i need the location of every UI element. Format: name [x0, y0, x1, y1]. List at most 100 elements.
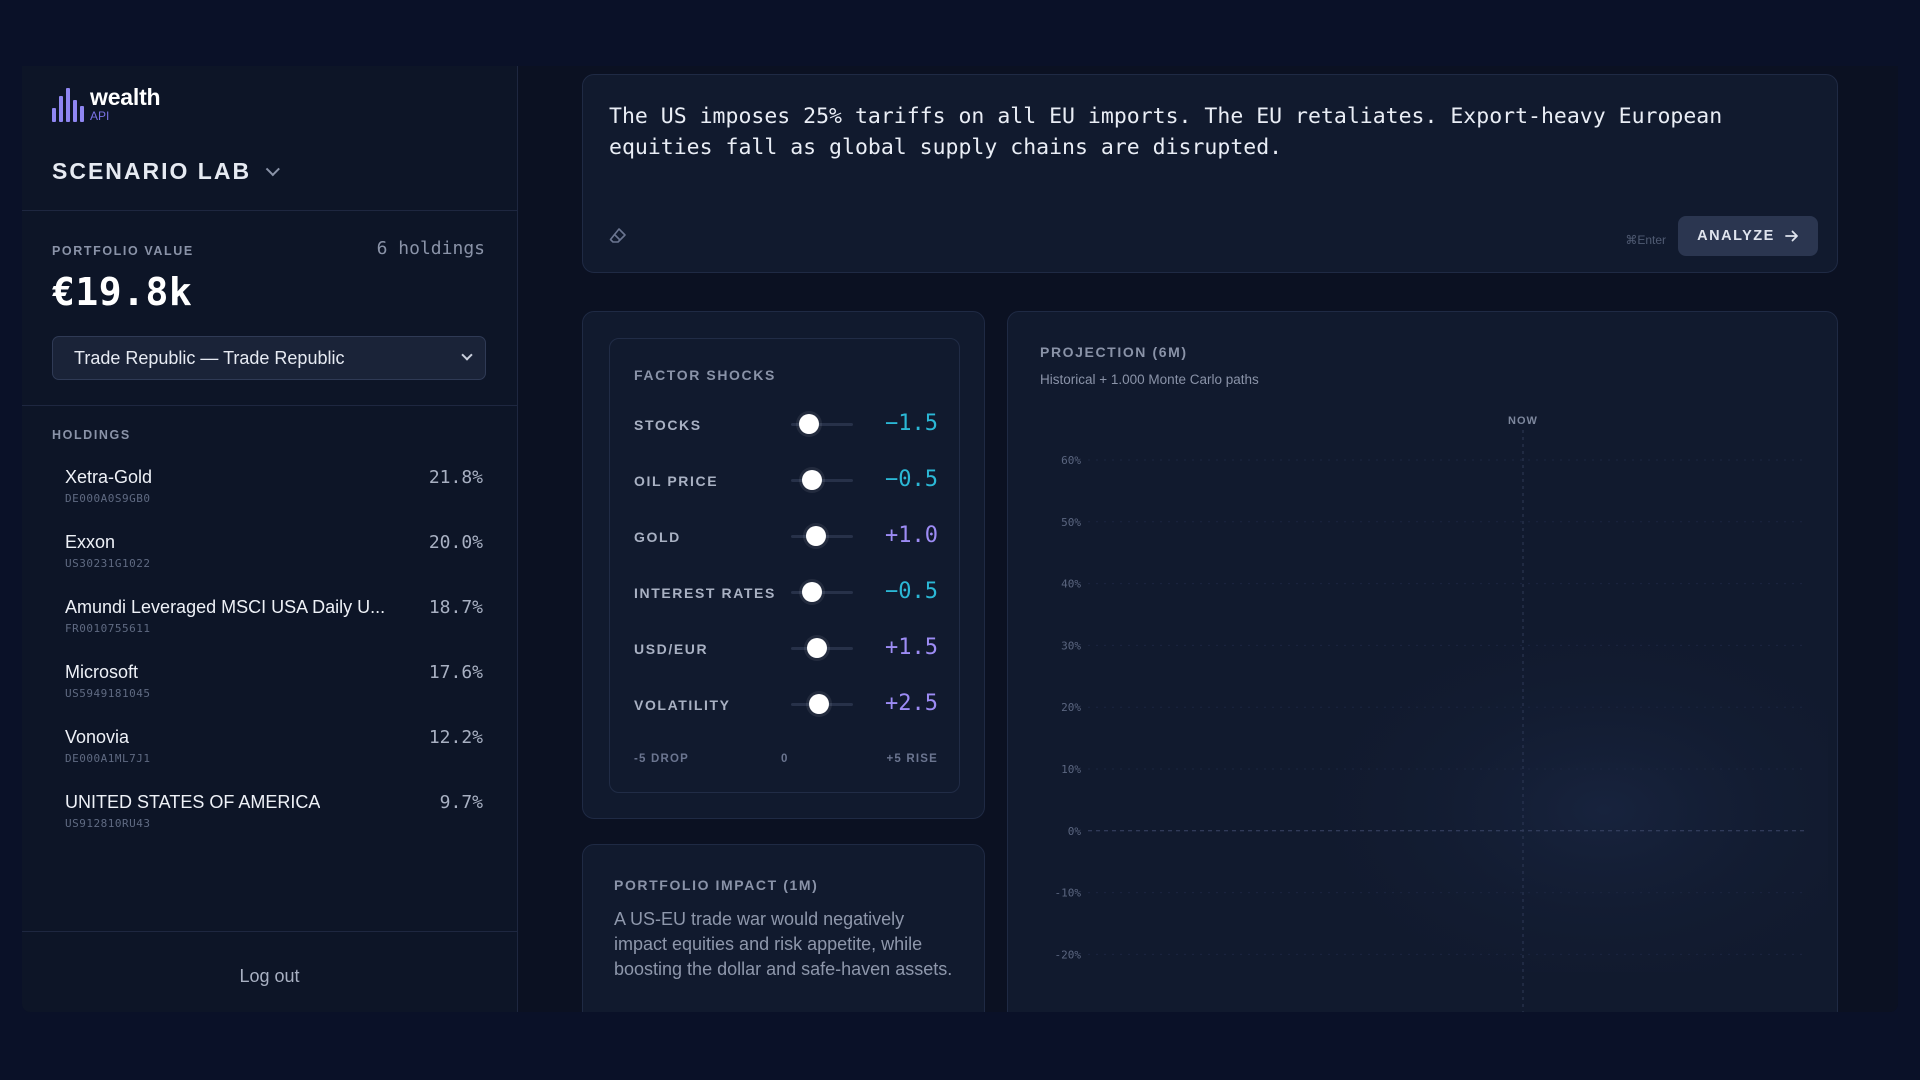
portfolio-value: €19.8k	[52, 270, 193, 314]
factor-shocks-panel: FACTOR SHOCKS STOCKS −1.5 OIL PRICE −0.5 GOL…	[609, 338, 960, 793]
factor-shock-value: +1.0	[885, 523, 938, 548]
holding-weight: 18.7%	[428, 597, 483, 618]
slider-thumb[interactable]	[805, 526, 826, 546]
scale-high-label: +5 RISE	[886, 753, 938, 765]
app-window: wealth API SCENARIO LAB PORTFOLIO VALUE …	[22, 66, 1898, 1012]
portfolio-value-label: PORTFOLIO VALUE	[52, 244, 194, 258]
divider	[22, 210, 517, 211]
factor-shock-row: OIL PRICE −0.5	[634, 465, 938, 495]
logout-button[interactable]: Log out	[239, 966, 300, 986]
projection-title: PROJECTION (6M)	[1040, 344, 1188, 360]
holding-weight: 9.7%	[439, 792, 483, 813]
factor-shock-value: +1.5	[885, 635, 938, 660]
factor-shock-label: GOLD	[634, 529, 681, 545]
monte-carlo-cone	[1268, 612, 1828, 972]
arrow-right-icon	[1784, 230, 1798, 242]
brand-word: wealth	[90, 84, 161, 110]
scenario-input[interactable]: The US imposes 25% tariffs on all EU imp…	[609, 104, 1723, 160]
holding-row[interactable]: Microsoft US5949181045 17.6%	[65, 662, 483, 712]
analyze-button-label: ANALYZE	[1697, 228, 1775, 244]
holding-name: Amundi Leveraged MSCI USA Daily U...	[65, 597, 386, 617]
divider	[22, 405, 517, 406]
factor-shocks-card: FACTOR SHOCKS STOCKS −1.5 OIL PRICE −0.5 GOL…	[582, 311, 985, 819]
brand-logo[interactable]: wealth API	[52, 84, 161, 123]
chevron-down-icon	[461, 349, 473, 361]
y-tick-label: 60%	[1061, 454, 1081, 467]
y-tick-label: 20%	[1061, 701, 1081, 714]
holding-row[interactable]: Xetra-Gold DE000A0S9GB0 21.8%	[65, 467, 483, 517]
slider-thumb[interactable]	[801, 470, 822, 490]
holding-name: Xetra-Gold	[65, 467, 153, 487]
divider	[22, 931, 517, 932]
factor-shocks-title: FACTOR SHOCKS	[634, 367, 776, 383]
y-tick-label: 40%	[1061, 578, 1081, 591]
scenario-lab-menu[interactable]: SCENARIO LAB	[52, 158, 280, 185]
scale-low-label: -5 DROP	[634, 753, 690, 765]
holding-weight: 20.0%	[428, 532, 483, 553]
chevron-down-icon	[265, 161, 280, 176]
portfolio-impact-text: A US-EU trade war would negatively impac…	[614, 909, 953, 979]
slider-thumb[interactable]	[799, 414, 820, 434]
factor-shock-value: +2.5	[885, 691, 938, 716]
y-tick-label: -30%	[1055, 1010, 1082, 1012]
analyze-button[interactable]: ANALYZE	[1678, 216, 1818, 256]
factor-shock-row: VOLATILITY +2.5	[634, 689, 938, 719]
scale-mid-label: 0	[781, 753, 789, 765]
holding-weight: 17.6%	[428, 662, 483, 683]
holding-isin: DE000A0S9GB0	[65, 492, 151, 505]
scenario-prompt-card: The US imposes 25% tariffs on all EU imp…	[582, 74, 1838, 273]
holdings-count: 6 holdings	[376, 238, 485, 259]
keyboard-shortcut-hint: ⌘Enter	[1625, 233, 1666, 247]
holding-isin: FR0010755611	[65, 622, 151, 635]
factor-shock-row: INTEREST RATES −0.5	[634, 577, 938, 607]
factor-shock-value: −0.5	[885, 467, 938, 492]
holding-weight: 12.2%	[428, 727, 483, 748]
eraser-icon[interactable]	[609, 227, 627, 245]
holding-weight: 21.8%	[428, 467, 483, 488]
slider-thumb[interactable]	[801, 582, 822, 602]
slider-thumb[interactable]	[809, 694, 830, 714]
portfolio-impact-card: PORTFOLIO IMPACT (1M) A US-EU trade war …	[582, 844, 985, 1012]
factor-shock-slider[interactable]	[791, 479, 853, 482]
holding-name: UNITED STATES OF AMERICA	[65, 792, 321, 812]
sidebar: wealth API SCENARIO LAB PORTFOLIO VALUE …	[22, 66, 518, 1012]
projection-chart: 60% 50% 40% 30% 20% 10% 0% -10% -20% -30% NOW	[1055, 415, 1828, 1012]
portfolio-impact-title: PORTFOLIO IMPACT (1M)	[614, 877, 819, 893]
holding-row[interactable]: Amundi Leveraged MSCI USA Daily U... FR0…	[65, 597, 483, 647]
factor-shock-label: OIL PRICE	[634, 473, 719, 489]
holding-name: Vonovia	[65, 727, 130, 747]
factor-shock-row: STOCKS −1.5	[634, 409, 938, 439]
holding-row[interactable]: UNITED STATES OF AMERICA US912810RU43 9.…	[65, 792, 483, 842]
brand-sub: API	[90, 109, 110, 123]
factor-shock-slider[interactable]	[791, 591, 853, 594]
now-marker-label: NOW	[1508, 415, 1538, 427]
holding-name: Microsoft	[65, 662, 139, 682]
factor-shock-label: VOLATILITY	[634, 697, 731, 713]
page-title: SCENARIO LAB	[52, 158, 252, 184]
y-tick-label: -10%	[1055, 887, 1082, 900]
factor-shock-value: −0.5	[885, 579, 938, 604]
factor-shock-label: USD/EUR	[634, 641, 709, 657]
holding-isin: DE000A1ML7J1	[65, 752, 151, 765]
holding-row[interactable]: Vonovia DE000A1ML7J1 12.2%	[65, 727, 483, 777]
slider-thumb[interactable]	[806, 638, 827, 658]
y-tick-label: -20%	[1055, 948, 1082, 961]
holdings-label: HOLDINGS	[52, 428, 131, 442]
y-tick-label: 10%	[1061, 763, 1081, 776]
slider-scale: -5 DROP 0 +5 RISE	[634, 753, 938, 765]
logo-bars-icon	[52, 88, 84, 122]
holding-row[interactable]: Exxon US30231G1022 20.0%	[65, 532, 483, 582]
factor-shock-value: −1.5	[885, 411, 938, 436]
projection-card: 60% 50% 40% 30% 20% 10% 0% -10% -20% -30% NOW PRO…	[1007, 311, 1838, 1012]
holding-isin: US912810RU43	[65, 817, 151, 830]
factor-shock-label: INTEREST RATES	[634, 585, 776, 601]
factor-shock-row: USD/EUR +1.5	[634, 633, 938, 663]
factor-shock-label: STOCKS	[634, 417, 702, 433]
holding-isin: US5949181045	[65, 687, 151, 700]
projection-subtitle: Historical + 1.000 Monte Carlo paths	[1040, 372, 1259, 387]
account-select-value: Trade Republic — Trade Republic	[74, 347, 345, 368]
y-tick-label: 30%	[1061, 639, 1081, 652]
account-select[interactable]: Trade Republic — Trade Republic	[52, 336, 486, 380]
factor-shock-slider[interactable]	[791, 423, 853, 426]
y-tick-label: 0%	[1068, 825, 1082, 838]
